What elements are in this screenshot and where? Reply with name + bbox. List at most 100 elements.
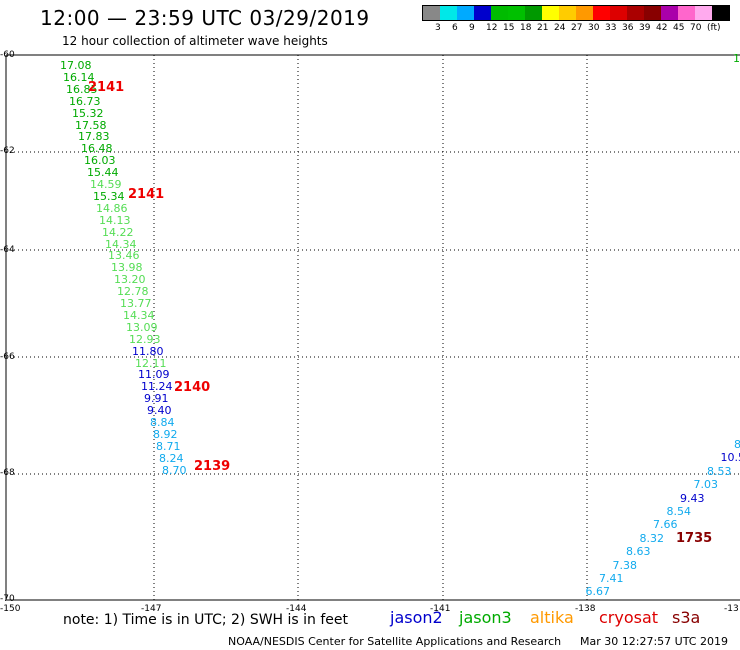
pass-id-label: 1735 xyxy=(676,531,713,546)
wave-height-label: 8.63 xyxy=(626,545,651,559)
wave-height-label: 16.73 xyxy=(69,94,101,108)
legend-label: 24 xyxy=(554,23,566,33)
note-text: note: 1) Time is in UTC; 2) SWH is in fe… xyxy=(63,612,349,628)
pass-id-label: 2141 xyxy=(88,80,125,95)
lon-label: -138 xyxy=(575,604,596,614)
wave-height-label: 6.67 xyxy=(585,585,611,599)
legend-label: 70 xyxy=(690,23,702,33)
legend-labels: 3 6 9 12 15 18 21 24 27 30 33 36 39 42 45 70 (ft) xyxy=(422,23,730,35)
wave-height-label: 14.13 xyxy=(99,213,131,227)
wave-height-label: 11.80 xyxy=(132,344,164,358)
lon-label: -147 xyxy=(141,604,162,614)
wave-height-label: 17.08 xyxy=(60,59,92,72)
legend-swatch xyxy=(661,6,678,20)
pass-id-label: 2141 xyxy=(128,187,165,202)
page-subtitle: 12 hour collection of altimeter wave hei… xyxy=(62,34,328,48)
legend-swatch xyxy=(508,6,525,20)
wave-height-label: 17.58 xyxy=(75,118,107,132)
legend-swatch xyxy=(712,6,729,20)
legend-swatch xyxy=(610,6,627,20)
wave-height-label: 10.5 xyxy=(720,451,740,465)
legend-label: 45 xyxy=(673,23,685,33)
corner-value: 1 xyxy=(733,52,740,65)
wave-height-label: 14.86 xyxy=(96,201,128,215)
pass-id-label: 2140 xyxy=(174,380,211,395)
page-title: 12:00 — 23:59 UTC 03/29/2019 xyxy=(40,6,370,30)
wave-height-label: 14.34 xyxy=(123,308,155,322)
wave-height-label: 8.84 xyxy=(150,416,175,429)
legend-swatch xyxy=(457,6,474,20)
lat-label: -66 xyxy=(0,352,15,362)
legend-label: 15 xyxy=(503,23,515,33)
wave-height-label: 9.40 xyxy=(147,404,172,418)
legend-label: 6 xyxy=(452,23,458,33)
wave-height-label: 15.34 xyxy=(93,189,125,203)
legend-swatch xyxy=(491,6,508,20)
wave-height-label: 14.34 xyxy=(105,237,137,251)
lat-label: -62 xyxy=(0,146,15,156)
legend-label: 12 xyxy=(486,23,498,33)
legend-label: 39 xyxy=(639,23,651,33)
legend-swatch xyxy=(423,6,440,20)
wave-height-label: 7.38 xyxy=(612,558,638,572)
wave-height-label: 7.03 xyxy=(693,478,719,492)
wave-height-label: 9.43 xyxy=(680,491,705,505)
legend-swatch xyxy=(627,6,644,20)
wave-height-label: 7.41 xyxy=(599,572,624,585)
wave-height-label: 12.78 xyxy=(117,285,149,299)
lon-label: -150 xyxy=(0,604,21,614)
wave-height-label: 17.83 xyxy=(78,130,110,144)
satellite-jason2: jason2 xyxy=(390,608,443,627)
wave-height-label: 16.03 xyxy=(84,154,116,168)
legend-swatch xyxy=(542,6,559,20)
satellite-s3a: s3a xyxy=(672,608,701,627)
lon-label: -141 xyxy=(430,604,451,614)
wave-height-label: 13.09 xyxy=(126,320,158,334)
graticule xyxy=(6,55,740,600)
satellite-cryosat: cryosat xyxy=(599,608,659,627)
wave-height-label: 8.54 xyxy=(666,505,692,518)
wave-height-label: 12.93 xyxy=(129,332,161,346)
lat-label: -64 xyxy=(0,245,15,255)
wave-height-label: 11.09 xyxy=(138,368,170,382)
wave-height-label: 15.44 xyxy=(87,166,119,180)
legend-label: 18 xyxy=(520,23,532,33)
legend-swatch xyxy=(474,6,491,20)
legend-swatch xyxy=(593,6,610,20)
wave-height-label: 7.66 xyxy=(653,518,678,532)
wave-height-label: 8.32 xyxy=(639,531,665,545)
credit-text: NOAA/NESDIS Center for Satellite Applica… xyxy=(228,635,562,648)
lon-label: -144 xyxy=(286,604,307,614)
lat-label: -68 xyxy=(0,468,15,478)
legend-label: 27 xyxy=(571,23,583,33)
lat-label: -60 xyxy=(0,50,15,60)
satellite-jason3: jason3 xyxy=(459,608,512,627)
wave-height-label: 13.20 xyxy=(114,273,146,287)
legend-label: 21 xyxy=(537,23,549,33)
color-legend: 3 6 9 12 15 18 21 24 27 30 33 36 39 42 45 70 (ft) xyxy=(422,5,730,35)
legend-swatch xyxy=(678,6,695,20)
legend-label: 33 xyxy=(605,23,617,33)
legend-label: 42 xyxy=(656,23,668,33)
wave-height-label: 15.32 xyxy=(72,106,104,120)
legend-swatch xyxy=(695,6,712,20)
wave-height-label: 8.24 xyxy=(159,451,184,465)
pass-id-label: 2139 xyxy=(194,459,231,474)
wave-height-label: 14.22 xyxy=(102,225,134,239)
legend-swatches xyxy=(422,5,730,21)
legend-swatch xyxy=(440,6,457,20)
wave-height-label: 8 xyxy=(734,438,740,451)
legend-label: 36 xyxy=(622,23,634,33)
legend-swatch xyxy=(525,6,542,20)
wave-height-label: 16.14 xyxy=(63,70,95,84)
legend-label: (ft) xyxy=(707,23,721,33)
wave-height-label: 13.77 xyxy=(120,297,152,310)
wave-height-label: 8.70 xyxy=(162,463,187,477)
legend-swatch xyxy=(576,6,593,20)
wave-height-label: 13.46 xyxy=(108,249,140,263)
lon-label: -13 xyxy=(724,604,739,614)
legend-label: 9 xyxy=(469,23,475,33)
satellite-altika: altika xyxy=(530,608,574,627)
legend-swatch xyxy=(559,6,576,20)
wave-height-label: 11.24 xyxy=(141,380,173,394)
